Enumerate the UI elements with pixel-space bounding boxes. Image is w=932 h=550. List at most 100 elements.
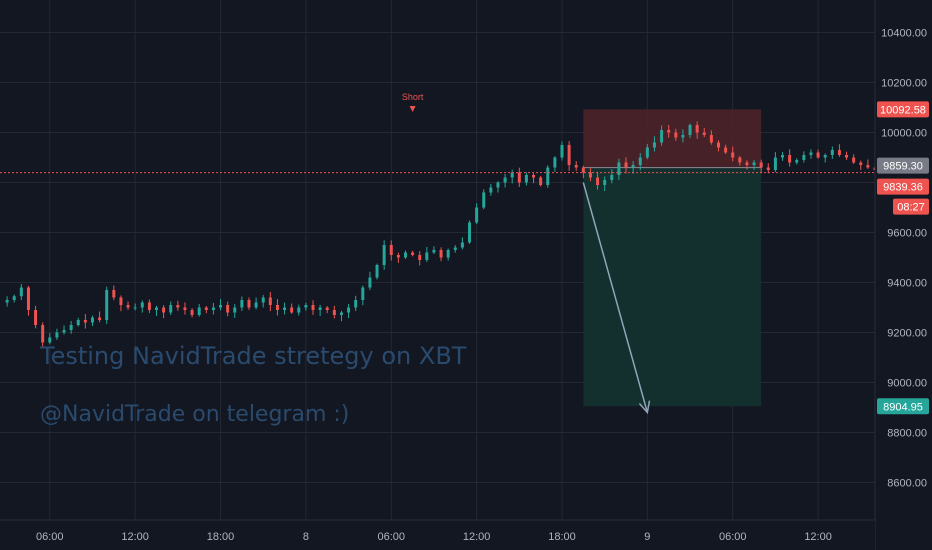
candle-body xyxy=(247,300,251,308)
candle-body xyxy=(539,177,543,185)
candle-body xyxy=(382,245,386,265)
candle xyxy=(802,151,806,163)
candle-body xyxy=(795,160,799,163)
time-axis-panel xyxy=(0,520,875,550)
candle-body xyxy=(709,135,713,143)
candle-body xyxy=(510,172,514,178)
candle-body xyxy=(581,167,585,173)
candle-body xyxy=(724,147,728,153)
candle xyxy=(176,300,180,311)
candle-body xyxy=(5,300,9,303)
candle-body xyxy=(773,157,777,170)
candle-body xyxy=(631,165,635,168)
y-tick-label: 8600.00 xyxy=(887,478,927,490)
candle xyxy=(489,183,493,196)
candle-body xyxy=(638,157,642,165)
candle-body xyxy=(660,130,664,143)
candle xyxy=(709,130,713,145)
target-price-tag-text: 8904.95 xyxy=(883,401,923,413)
target-price-tag: 8904.95 xyxy=(877,398,929,415)
candle-body xyxy=(496,182,500,188)
x-tick-label: 12:00 xyxy=(463,531,491,543)
candle-body xyxy=(162,307,166,313)
candle-body xyxy=(304,305,308,308)
position-zones xyxy=(583,109,762,407)
projection-arrow-icon xyxy=(638,400,651,415)
candle xyxy=(332,305,336,319)
candle-body xyxy=(297,307,301,313)
candle xyxy=(837,144,841,157)
projection-line xyxy=(582,182,649,413)
x-tick-label: 12:00 xyxy=(121,531,149,543)
candle xyxy=(41,322,45,348)
candle-body xyxy=(823,155,827,158)
x-tick-label: 18:00 xyxy=(548,531,576,543)
candle-body xyxy=(674,132,678,138)
candle xyxy=(567,141,571,171)
candle xyxy=(852,154,856,164)
candle xyxy=(482,189,486,210)
candle xyxy=(781,152,785,161)
candle xyxy=(19,284,23,301)
candle xyxy=(311,300,315,315)
candle xyxy=(425,247,429,262)
candle xyxy=(759,159,763,174)
candle xyxy=(190,308,194,318)
candle xyxy=(126,301,130,310)
candle-body xyxy=(702,132,706,135)
candle-body xyxy=(26,287,30,310)
candle xyxy=(197,303,201,317)
candle xyxy=(845,151,849,160)
x-tick-label: 06:00 xyxy=(36,531,64,543)
candle-body xyxy=(169,305,173,313)
candle xyxy=(48,332,52,345)
watermark-line-1: Testing NavidTrade stretegy on XBT xyxy=(39,342,467,370)
candle-body xyxy=(34,310,38,325)
candle xyxy=(688,123,692,139)
candle-body xyxy=(603,180,607,185)
candle-body xyxy=(802,155,806,160)
y-tick-label: 10400.00 xyxy=(881,28,927,40)
candle xyxy=(524,172,528,186)
countdown-tag-text: 08:27 xyxy=(897,202,925,214)
candle xyxy=(652,136,656,152)
candle-body xyxy=(290,307,294,313)
countdown-tag-bg xyxy=(893,198,929,215)
candle-body xyxy=(567,145,571,165)
candle xyxy=(226,301,230,317)
candle xyxy=(816,149,820,159)
candle xyxy=(496,181,500,193)
candle-body xyxy=(517,172,521,183)
stop-price-tag-bg xyxy=(877,101,929,118)
candle-body xyxy=(339,312,343,315)
x-tick-label: 06:00 xyxy=(377,531,405,543)
candle xyxy=(560,141,564,161)
x-tick-label: 18:00 xyxy=(207,531,235,543)
candle xyxy=(403,250,407,259)
candle xyxy=(517,167,521,187)
candle-body xyxy=(62,330,66,333)
candle xyxy=(368,271,372,291)
candle-body xyxy=(816,152,820,158)
candle xyxy=(76,317,80,327)
watermark: Testing NavidTrade stretegy on XBT @Navid… xyxy=(39,342,467,427)
y-tick-label: 10200.00 xyxy=(881,78,927,90)
candle-body xyxy=(226,305,230,313)
candle xyxy=(183,302,187,315)
candle xyxy=(347,303,351,319)
candle-body xyxy=(859,162,863,165)
candle xyxy=(155,305,159,316)
candle-body xyxy=(98,317,102,320)
y-tick-label: 9400.00 xyxy=(887,278,927,290)
candle-body xyxy=(90,317,94,323)
stop-loss-zone xyxy=(583,109,762,168)
x-tick-label: 9 xyxy=(644,531,650,543)
candle xyxy=(396,252,400,263)
candle-body xyxy=(645,147,649,158)
take-profit-zone xyxy=(583,167,762,407)
candle xyxy=(5,296,9,307)
candle xyxy=(468,220,472,244)
